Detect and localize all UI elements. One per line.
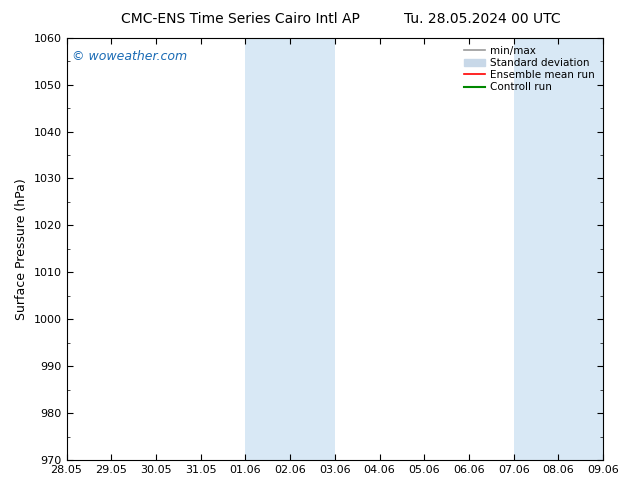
- Bar: [245, 38, 335, 460]
- Text: Tu. 28.05.2024 00 UTC: Tu. 28.05.2024 00 UTC: [403, 12, 560, 26]
- Text: © woweather.com: © woweather.com: [72, 50, 187, 63]
- Text: CMC-ENS Time Series Cairo Intl AP: CMC-ENS Time Series Cairo Intl AP: [122, 12, 360, 26]
- Legend: min/max, Standard deviation, Ensemble mean run, Controll run: min/max, Standard deviation, Ensemble me…: [461, 43, 598, 96]
- Y-axis label: Surface Pressure (hPa): Surface Pressure (hPa): [15, 178, 28, 320]
- Bar: [514, 38, 603, 460]
